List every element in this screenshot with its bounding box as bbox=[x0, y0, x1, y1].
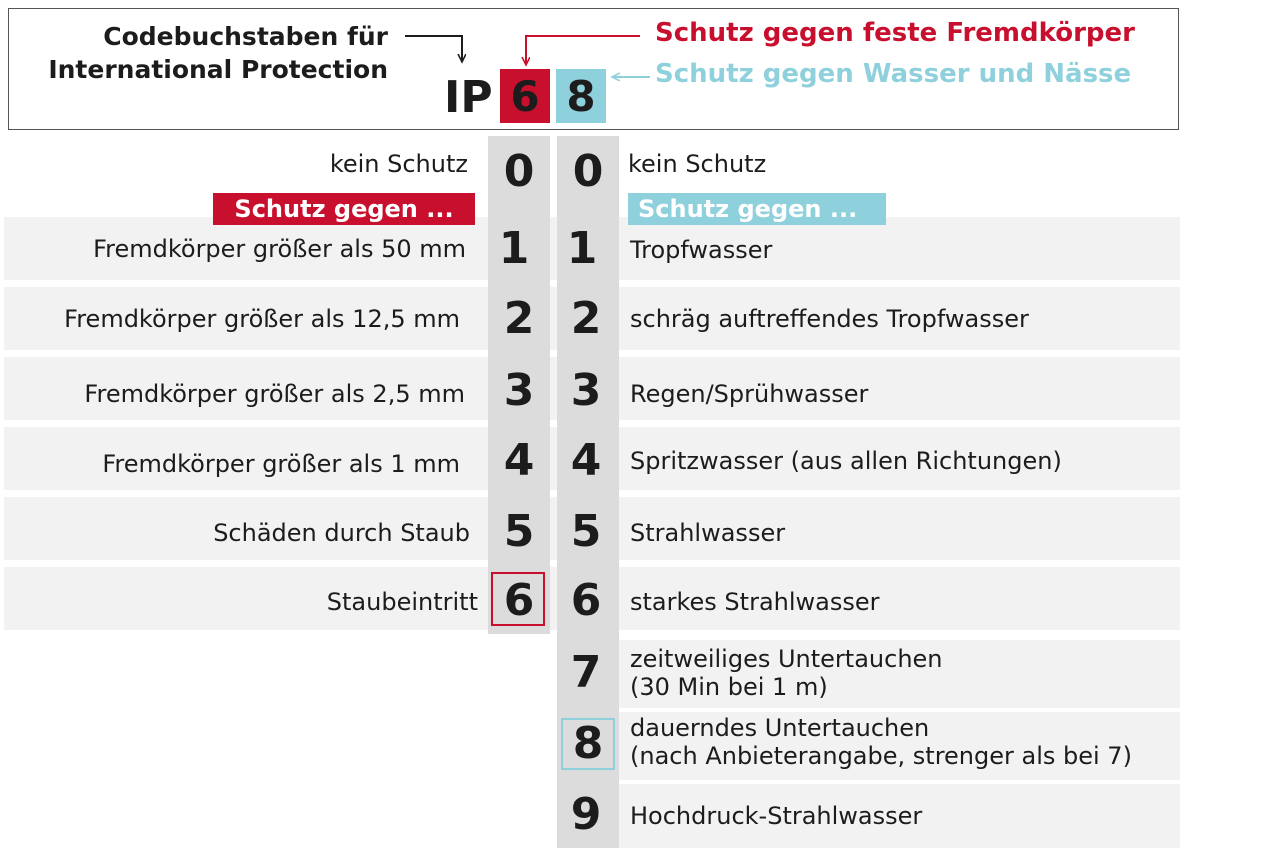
arrow-title-icon bbox=[405, 35, 462, 60]
water-digit-3: 3 bbox=[570, 365, 602, 416]
water-label-7: zeitweiliges Untertauchen (30 Min bei 1 … bbox=[630, 645, 943, 701]
water-label-4: Spritzwasser (aus allen Richtungen) bbox=[630, 447, 1062, 475]
water-label-8-line2: (nach Anbieterangabe, strenger als bei 7… bbox=[630, 742, 1132, 770]
water-digit-4: 4 bbox=[570, 435, 602, 486]
ip-digit-water: 8 bbox=[556, 69, 606, 123]
water-digit-5: 5 bbox=[570, 506, 602, 557]
arrow-solid-icon bbox=[526, 35, 640, 63]
water-label-5: Strahlwasser bbox=[630, 519, 786, 547]
row-band-8 bbox=[557, 712, 1180, 780]
solid-digit-2: 2 bbox=[503, 293, 535, 344]
ip-digit-solid: 6 bbox=[500, 69, 550, 123]
row-band-7 bbox=[557, 640, 1180, 708]
water-digit-6: 6 bbox=[570, 575, 602, 626]
water-label-3: Regen/Sprühwasser bbox=[630, 380, 869, 408]
water-label-8: dauerndes Untertauchen (nach Anbieterang… bbox=[630, 714, 1132, 770]
water-label-7-line2: (30 Min bei 1 m) bbox=[630, 673, 828, 701]
water-label-2: schräg auftreffendes Tropfwasser bbox=[630, 305, 1029, 333]
solid-label-1: Fremdkörper größer als 50 mm bbox=[93, 235, 466, 263]
code-title-line1: Codebuchstaben für bbox=[103, 22, 388, 51]
solid-digit-0: 0 bbox=[503, 146, 535, 197]
water-label-8-line1: dauerndes Untertauchen bbox=[630, 714, 930, 742]
solid-digit-column bbox=[488, 136, 550, 634]
row-band-9 bbox=[557, 784, 1180, 848]
water-label-1: Tropfwasser bbox=[630, 236, 773, 264]
solid-digit-3: 3 bbox=[503, 365, 535, 416]
water-label-7-line1: zeitweiliges Untertauchen bbox=[630, 645, 943, 673]
solid-label-4: Fremdkörper größer als 1 mm bbox=[102, 450, 460, 478]
solid-none-label: kein Schutz bbox=[329, 150, 468, 178]
solid-label-3: Fremdkörper größer als 2,5 mm bbox=[84, 380, 465, 408]
solid-digit-5: 5 bbox=[503, 506, 535, 557]
solid-label-2: Fremdkörper größer als 12,5 mm bbox=[64, 305, 460, 333]
water-digit-2: 2 bbox=[570, 293, 602, 344]
water-digit-9: 9 bbox=[570, 789, 602, 840]
label-water-protection: Schutz gegen Wasser und Nässe bbox=[655, 59, 1132, 89]
label-solid-protection: Schutz gegen feste Fremdkörper bbox=[655, 18, 1135, 48]
water-digit-8: 8 bbox=[572, 718, 604, 769]
water-heading: Schutz gegen ... bbox=[628, 193, 886, 225]
solid-digit-6: 6 bbox=[503, 575, 535, 626]
water-label-6: starkes Strahlwasser bbox=[630, 588, 880, 616]
solid-digit-4: 4 bbox=[503, 435, 535, 486]
water-digit-column bbox=[557, 136, 619, 848]
solid-heading: Schutz gegen ... bbox=[213, 193, 475, 225]
solid-label-6: Staubeintritt bbox=[326, 588, 478, 616]
ip-prefix: IP bbox=[444, 72, 493, 123]
water-digit-7: 7 bbox=[570, 647, 602, 698]
solid-selected-marker bbox=[491, 572, 545, 626]
solid-digit-1: 1 bbox=[498, 223, 530, 274]
water-none-label: kein Schutz bbox=[628, 150, 767, 178]
solid-label-5: Schäden durch Staub bbox=[213, 519, 470, 547]
water-selected-marker bbox=[561, 718, 615, 770]
water-label-9: Hochdruck-Strahlwasser bbox=[630, 802, 923, 830]
water-digit-0: 0 bbox=[572, 146, 604, 197]
water-digit-1: 1 bbox=[566, 223, 598, 274]
code-title-line2: International Protection bbox=[48, 55, 388, 84]
code-title: Codebuchstaben für International Protect… bbox=[40, 20, 388, 86]
